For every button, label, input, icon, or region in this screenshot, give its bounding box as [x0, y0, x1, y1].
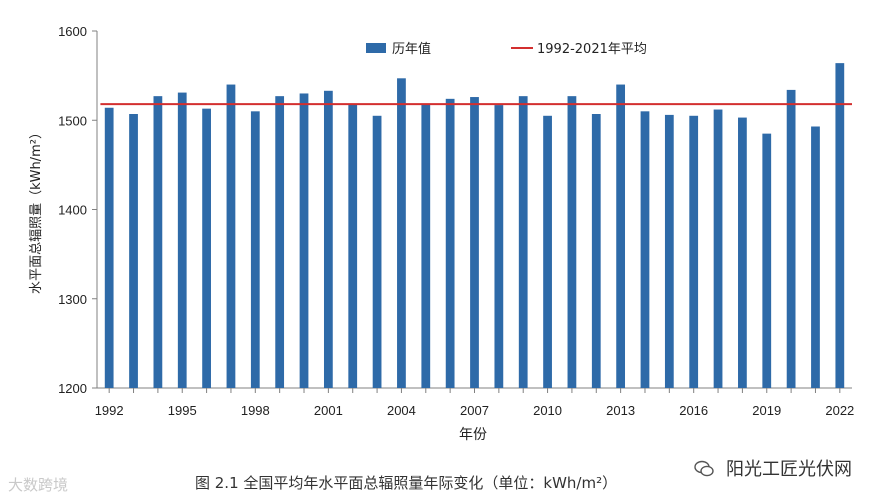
bar-2021	[811, 126, 820, 388]
bar-1997	[226, 84, 236, 389]
x-tick-label: 2001	[314, 403, 343, 418]
x-tick-label: 2016	[679, 403, 708, 418]
bar-2022	[835, 63, 845, 388]
figure-caption: 图 2.1 全国平均年水平面总辐照量年际变化（单位：kWh/m²）	[195, 474, 617, 492]
bar-2004	[397, 78, 406, 389]
y-tick-label: 1300	[58, 292, 87, 307]
bar-2019	[762, 133, 772, 388]
bar-1995	[177, 92, 187, 389]
bar-2009	[518, 96, 528, 388]
bar-2005	[421, 104, 431, 388]
bar-2008	[494, 105, 504, 388]
bar-2014	[640, 111, 650, 388]
bar-2006	[445, 98, 455, 388]
bar-2011	[567, 96, 577, 388]
x-tick-label: 2022	[825, 403, 854, 418]
y-tick-label: 1200	[58, 381, 87, 396]
legend-label-series: 历年值	[392, 41, 431, 57]
bar-1993	[129, 114, 138, 388]
x-tick-label: 1998	[241, 403, 270, 418]
bar-2003	[372, 115, 382, 388]
bar-2000	[299, 93, 309, 388]
x-tick-label: 2019	[752, 403, 781, 418]
legend-swatch-series	[366, 43, 386, 53]
x-tick-label: 2010	[533, 403, 562, 418]
bar-2013	[616, 84, 626, 389]
bar-2016	[689, 115, 699, 388]
bar-1994	[153, 96, 163, 388]
x-tick-label: 1995	[168, 403, 197, 418]
bar-2015	[664, 114, 674, 389]
bar-1999	[275, 96, 285, 388]
y-tick-label: 1600	[58, 24, 87, 39]
y-tick-label: 1400	[58, 203, 87, 218]
y-tick-label: 1500	[58, 113, 87, 128]
bar-2017	[713, 109, 723, 388]
bar-1996	[202, 108, 211, 389]
bar-2010	[543, 115, 552, 388]
bar-2001	[323, 90, 333, 389]
y-axis-title: 水平面总辐照量（kWh/m²）	[29, 126, 44, 294]
bar-2012	[591, 114, 601, 388]
bar-2018	[738, 117, 747, 388]
bar-2002	[348, 104, 358, 388]
bar-1992	[104, 107, 114, 388]
bar-1998	[250, 111, 260, 388]
x-axis-title: 年份	[459, 427, 487, 443]
x-tick-label: 2013	[606, 403, 635, 418]
x-tick-label: 2004	[387, 403, 416, 418]
x-tick-label: 1992	[95, 403, 124, 418]
bar-2020	[786, 89, 796, 388]
x-tick-label: 2007	[460, 403, 489, 418]
bar-2007	[470, 97, 479, 389]
legend-label-average: 1992-2021年平均	[537, 42, 647, 57]
